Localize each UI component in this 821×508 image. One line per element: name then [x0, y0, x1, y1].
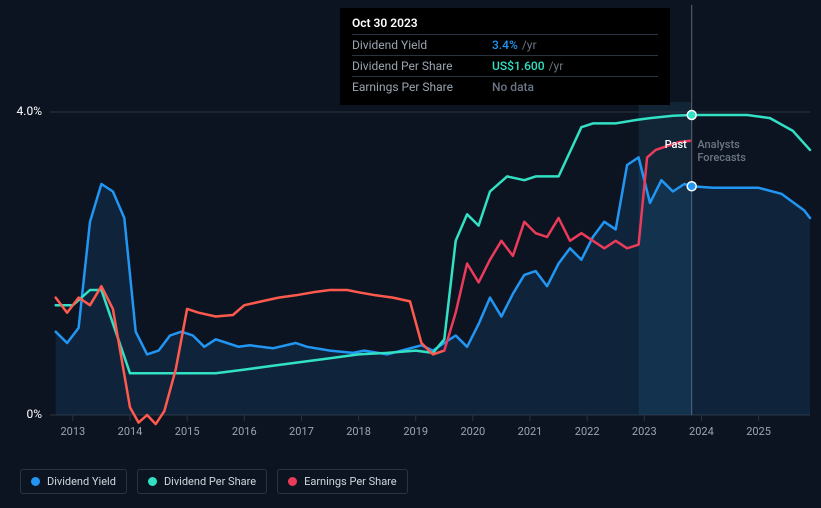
y-axis-tick-label: 4.0% — [0, 104, 42, 118]
tooltip-row: Dividend Per ShareUS$1.600/yr — [352, 55, 658, 76]
tooltip-row: Earnings Per ShareNo data — [352, 76, 658, 97]
legend-item-earnings_per_share[interactable]: Earnings Per Share — [277, 469, 408, 494]
tooltip-row-value: US$1.600 — [492, 59, 545, 73]
chart-marker-label: Analysts Forecasts — [697, 138, 779, 164]
legend-swatch — [288, 477, 297, 486]
tooltip-row: Dividend Yield3.4% /yr — [352, 34, 658, 55]
legend-item-dividend_yield[interactable]: Dividend Yield — [20, 469, 127, 494]
legend-item-dividend_per_share[interactable]: Dividend Per Share — [137, 469, 267, 494]
x-axis-tick-label: 2021 — [518, 425, 543, 438]
chart-marker-label: Past — [665, 138, 687, 151]
x-axis-tick-label: 2015 — [175, 425, 200, 438]
x-axis-tick-label: 2018 — [346, 425, 371, 438]
x-axis-tick-label: 2020 — [460, 425, 485, 438]
x-axis-tick-label: 2022 — [575, 425, 600, 438]
x-axis-tick-label: 2024 — [689, 425, 714, 438]
chart-tooltip: Oct 30 2023 Dividend Yield3.4%/yrDividen… — [340, 8, 670, 105]
tooltip-row-value: No data — [492, 80, 534, 94]
x-axis-tick-label: 2023 — [632, 425, 657, 438]
x-axis-tick-label: 2019 — [403, 425, 428, 438]
y-axis-tick-label: 0% — [0, 407, 42, 421]
tooltip-row-suffix: /yr — [522, 38, 537, 52]
tooltip-date: Oct 30 2023 — [352, 16, 658, 34]
x-axis-tick-label: 2025 — [746, 425, 771, 438]
tooltip-row-suffix: /yr — [549, 59, 564, 73]
x-axis-tick-label: 2014 — [118, 425, 143, 438]
tooltip-row-label: Earnings Per Share — [352, 80, 492, 94]
legend-label: Dividend Per Share — [164, 475, 256, 488]
x-axis-tick-label: 2013 — [60, 425, 85, 438]
legend-swatch — [31, 477, 40, 486]
tooltip-row-value: 3.4% — [492, 38, 518, 52]
chart-legend: Dividend Yield Dividend Per Share Earnings… — [20, 469, 408, 494]
tooltip-row-label: Dividend Yield — [352, 38, 492, 52]
legend-label: Dividend Yield — [47, 475, 116, 488]
x-axis-tick-label: 2017 — [289, 425, 314, 438]
chart-container: Oct 30 2023 Dividend Yield3.4%/yrDividen… — [0, 0, 821, 508]
x-axis-tick-label: 2016 — [232, 425, 257, 438]
legend-swatch — [148, 477, 157, 486]
tooltip-row-label: Dividend Per Share — [352, 59, 492, 73]
legend-label: Earnings Per Share — [304, 475, 397, 488]
